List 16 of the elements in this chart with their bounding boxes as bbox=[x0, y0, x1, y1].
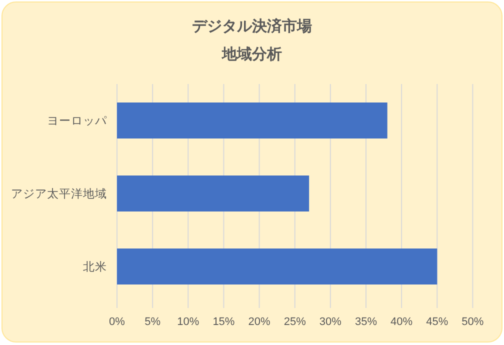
x-tick-label: 40% bbox=[390, 316, 413, 328]
x-tick-label: 30% bbox=[319, 316, 342, 328]
y-tick-label: 北米 bbox=[83, 260, 107, 274]
x-tick-label: 45% bbox=[426, 316, 448, 328]
chart-subtitle: 地域分析 bbox=[221, 45, 282, 63]
x-tick-label: 15% bbox=[212, 316, 235, 328]
chart-title: デジタル決済市場 bbox=[192, 17, 312, 35]
x-tick-label: 10% bbox=[177, 316, 200, 328]
x-tick-label: 20% bbox=[248, 316, 270, 328]
y-tick-label: ヨーロッパ bbox=[47, 114, 108, 128]
y-tick-label: アジア太平洋地域 bbox=[11, 186, 107, 200]
x-tick-label: 5% bbox=[144, 316, 161, 328]
x-tick-label: 50% bbox=[462, 316, 484, 328]
x-tick-label: 0% bbox=[109, 316, 126, 328]
x-tick-label: 35% bbox=[354, 316, 378, 328]
x-tick-label: 25% bbox=[284, 316, 306, 328]
